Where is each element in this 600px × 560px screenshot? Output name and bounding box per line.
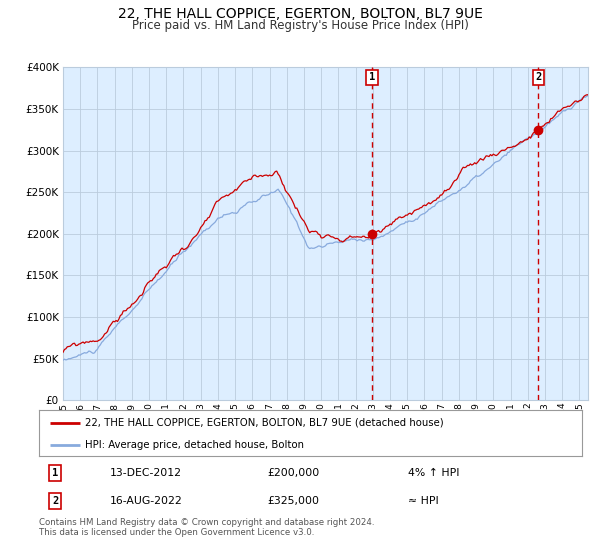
- Text: £200,000: £200,000: [267, 468, 319, 478]
- Text: 22, THE HALL COPPICE, EGERTON, BOLTON, BL7 9UE: 22, THE HALL COPPICE, EGERTON, BOLTON, B…: [118, 7, 482, 21]
- Text: 1: 1: [369, 72, 375, 82]
- Text: HPI: Average price, detached house, Bolton: HPI: Average price, detached house, Bolt…: [85, 440, 304, 450]
- Text: 16-AUG-2022: 16-AUG-2022: [110, 496, 182, 506]
- Text: £325,000: £325,000: [267, 496, 319, 506]
- Text: 4% ↑ HPI: 4% ↑ HPI: [408, 468, 460, 478]
- Text: 22, THE HALL COPPICE, EGERTON, BOLTON, BL7 9UE (detached house): 22, THE HALL COPPICE, EGERTON, BOLTON, B…: [85, 418, 444, 428]
- Text: 1: 1: [52, 468, 58, 478]
- Text: ≈ HPI: ≈ HPI: [408, 496, 439, 506]
- Text: 2: 2: [52, 496, 58, 506]
- Text: 13-DEC-2012: 13-DEC-2012: [110, 468, 182, 478]
- Text: Contains HM Land Registry data © Crown copyright and database right 2024.
This d: Contains HM Land Registry data © Crown c…: [39, 518, 374, 538]
- Text: Price paid vs. HM Land Registry's House Price Index (HPI): Price paid vs. HM Land Registry's House …: [131, 19, 469, 32]
- Text: 2: 2: [535, 72, 542, 82]
